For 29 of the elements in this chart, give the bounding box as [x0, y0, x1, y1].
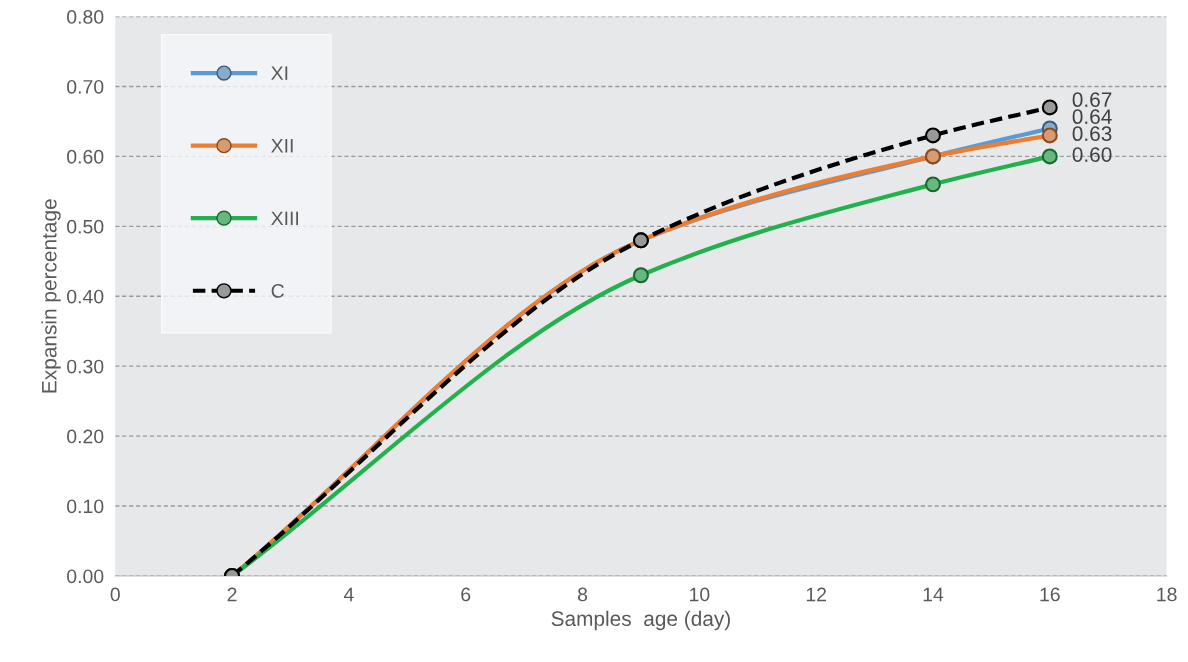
data-label: 0.67 [1072, 92, 1112, 108]
x-tick-label: 16 [1040, 587, 1060, 602]
x-axis-title: Samples age (day) [551, 610, 730, 631]
data-label: 0.60 [1072, 147, 1112, 162]
x-tick-label: 18 [1157, 587, 1177, 602]
legend-label: C [271, 284, 284, 298]
legend-label: XII [271, 139, 293, 153]
y-tick-label: 0.70 [67, 79, 104, 94]
x-tick-label: 2 [227, 587, 237, 602]
x-tick-label: 0 [110, 587, 120, 602]
data-label: 0.64 [1072, 109, 1112, 125]
x-tick-label: 14 [923, 587, 944, 602]
y-tick-label: 0.20 [67, 429, 104, 444]
legend-label: XIII [271, 211, 299, 226]
y-tick-label: 0.50 [67, 219, 104, 234]
y-tick-label: 0.40 [67, 289, 104, 304]
legend-label: XI [271, 66, 288, 80]
x-tick-label: 12 [806, 587, 826, 602]
data-label: 0.63 [1072, 126, 1112, 142]
y-tick-label: 0.10 [67, 499, 104, 514]
y-tick-label: 0.00 [67, 569, 104, 584]
x-tick-label: 8 [577, 587, 588, 602]
x-tick-label: 4 [343, 587, 354, 602]
x-tick-label: 6 [461, 587, 471, 602]
x-tick-label: 10 [690, 587, 710, 602]
y-tick-label: 0.80 [67, 10, 104, 24]
y-axis-title: Expansin percentage [41, 199, 61, 393]
y-tick-label: 0.30 [67, 359, 104, 374]
y-tick-label: 0.60 [67, 149, 104, 164]
